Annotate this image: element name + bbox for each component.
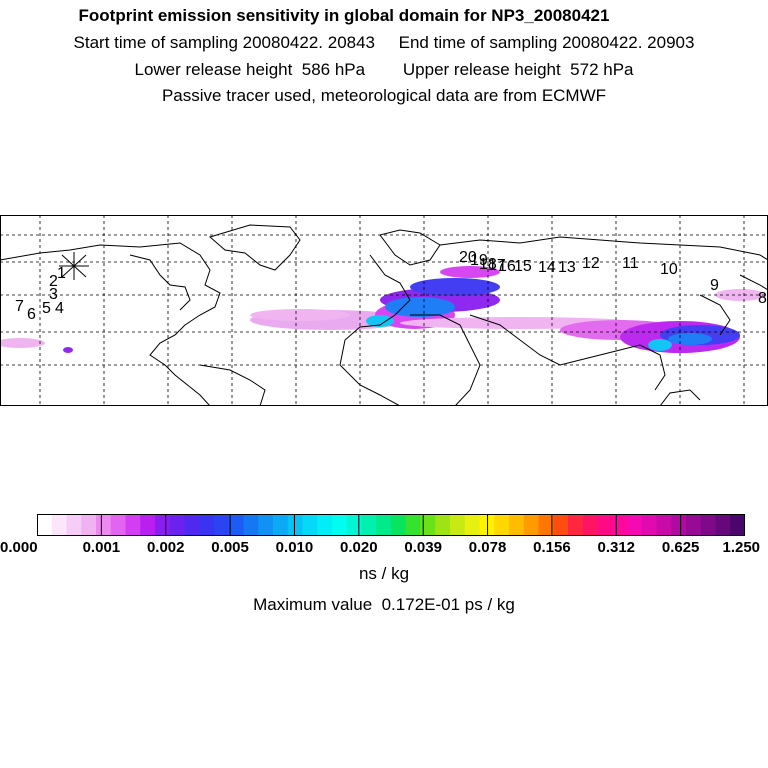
colorbar-cell [140, 514, 156, 536]
track-label: 8 [758, 290, 767, 307]
colorbar-cell [730, 514, 745, 536]
track-label: 7 [15, 298, 24, 315]
colorbar-cell [287, 514, 304, 536]
tracer-info-line: Passive tracer used, meteorological data… [161, 86, 607, 105]
colorbar-cell [96, 514, 112, 536]
colorbar-cell [243, 514, 259, 536]
colorbar-cell [302, 514, 318, 536]
colorbar-cell [612, 514, 628, 536]
colorbar-cell [450, 514, 466, 536]
colorbar-cell [464, 514, 481, 536]
track-label: 10 [660, 261, 678, 278]
colorbar-cell [37, 514, 53, 536]
colorbar-cell [376, 514, 392, 536]
colorbar-cell [214, 514, 230, 536]
colorbar-cell [273, 514, 289, 536]
track-label: 14 [538, 259, 556, 276]
colorbar [37, 514, 745, 536]
colorbar-tick-label: 0.156 [533, 539, 571, 556]
track-label: 15 [514, 258, 532, 275]
colorbar-cell [568, 514, 584, 536]
colorbar-tick-label: 0.002 [146, 539, 185, 556]
colorbar-tick-label: 1.250 [722, 539, 761, 556]
track-label: 18 [479, 256, 497, 273]
track-label: 13 [558, 259, 576, 276]
world-map: 1 2 3 4 5 6 7 8 9 10 11 12 13 14 15 16 1… [0, 215, 768, 406]
release-height-line: Lower release height 586 hPa Upper relea… [134, 60, 634, 79]
colorbar-cell [155, 514, 171, 536]
sensitivity-plume [0, 266, 765, 353]
colorbar-tick-label: 0.001 [82, 539, 121, 556]
sampling-time-line: Start time of sampling 20080422. 20843 E… [73, 33, 695, 52]
track-label: 5 [42, 300, 51, 317]
track-label: 2 [49, 273, 58, 290]
colorbar-cell [199, 514, 215, 536]
colorbar-cell [66, 514, 82, 536]
track-label: 12 [582, 255, 600, 272]
track-label: 6 [27, 306, 36, 323]
colorbar-cell [110, 514, 127, 536]
track-label: 16 [498, 258, 516, 275]
colorbar-cell [641, 514, 658, 536]
colorbar-cell [361, 514, 377, 536]
colorbar-tick-label: 0.078 [468, 539, 507, 556]
colorbar-cell [81, 514, 97, 536]
track-label: 11 [622, 255, 639, 272]
track-label: 3 [49, 286, 58, 303]
track-label: 9 [710, 277, 719, 294]
colorbar-tick-label: 0.625 [661, 539, 700, 556]
track-label: 1 [57, 265, 66, 282]
colorbar-cell [509, 514, 525, 536]
colorbar-cell [317, 514, 333, 536]
colorbar-cell [435, 514, 451, 536]
colorbar-tick-label: 0.005 [211, 539, 249, 556]
release-point-marker [59, 252, 89, 280]
colorbar-cell [656, 514, 672, 536]
track-label: 4 [55, 300, 64, 317]
coastlines [0, 224, 768, 406]
colorbar-cell [332, 514, 348, 536]
colorbar-tick-label: 0.010 [275, 539, 314, 556]
colorbar-cell [125, 514, 141, 536]
colorbar-cell [686, 514, 702, 536]
colorbar-cell [700, 514, 717, 536]
colorbar-cell [184, 514, 200, 536]
maximum-value: Maximum value 0.172E-01 ps / kg [253, 595, 515, 614]
colorbar-tick-label: 0.312 [597, 539, 636, 556]
colorbar-cell [405, 514, 422, 536]
colorbar-cell [494, 514, 510, 536]
colorbar-cell [582, 514, 599, 536]
colorbar-cell [391, 514, 407, 536]
track-label: 20 [459, 249, 477, 266]
colorbar-tick-label: 0.020 [340, 539, 378, 556]
colorbar-cell [346, 514, 363, 536]
colorbar-cell [523, 514, 540, 536]
colorbar-cell [597, 514, 613, 536]
colorbar-unit: ns / kg [358, 564, 410, 583]
colorbar-cell [538, 514, 554, 536]
colorbar-cell [228, 514, 245, 536]
colorbar-cell [553, 514, 569, 536]
track-label: 17 [488, 257, 506, 274]
track-labels: 1 2 3 4 5 6 7 8 9 10 11 12 13 14 15 16 1… [15, 249, 767, 323]
colorbar-tick-label: 0.039 [404, 539, 442, 556]
colorbar-cell [715, 514, 731, 536]
colorbar-tick-label: 0.000 [0, 539, 38, 556]
colorbar-cell [169, 514, 186, 536]
lat-lon-grid [0, 215, 768, 406]
colorbar-cell [671, 514, 687, 536]
colorbar-cell [627, 514, 643, 536]
colorbar-cell [258, 514, 274, 536]
colorbar-cell [420, 514, 436, 536]
colorbar-cell [51, 514, 68, 536]
track-label: 19 [470, 252, 488, 269]
map-title: Footprint emission sensitivity in global… [78, 6, 610, 25]
